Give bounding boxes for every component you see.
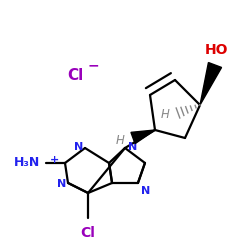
Text: H: H — [116, 134, 125, 146]
Text: N: N — [141, 186, 150, 196]
Text: −: − — [87, 58, 99, 72]
Text: N: N — [57, 179, 66, 189]
Text: +: + — [50, 155, 59, 165]
Text: N: N — [128, 142, 137, 152]
Polygon shape — [131, 130, 155, 144]
Text: Cl: Cl — [80, 226, 96, 240]
Text: N: N — [74, 142, 83, 152]
Text: HO: HO — [205, 43, 229, 57]
Text: H: H — [161, 108, 170, 122]
Text: H₃N: H₃N — [14, 156, 40, 170]
Polygon shape — [200, 62, 222, 105]
Text: Cl: Cl — [67, 68, 83, 82]
